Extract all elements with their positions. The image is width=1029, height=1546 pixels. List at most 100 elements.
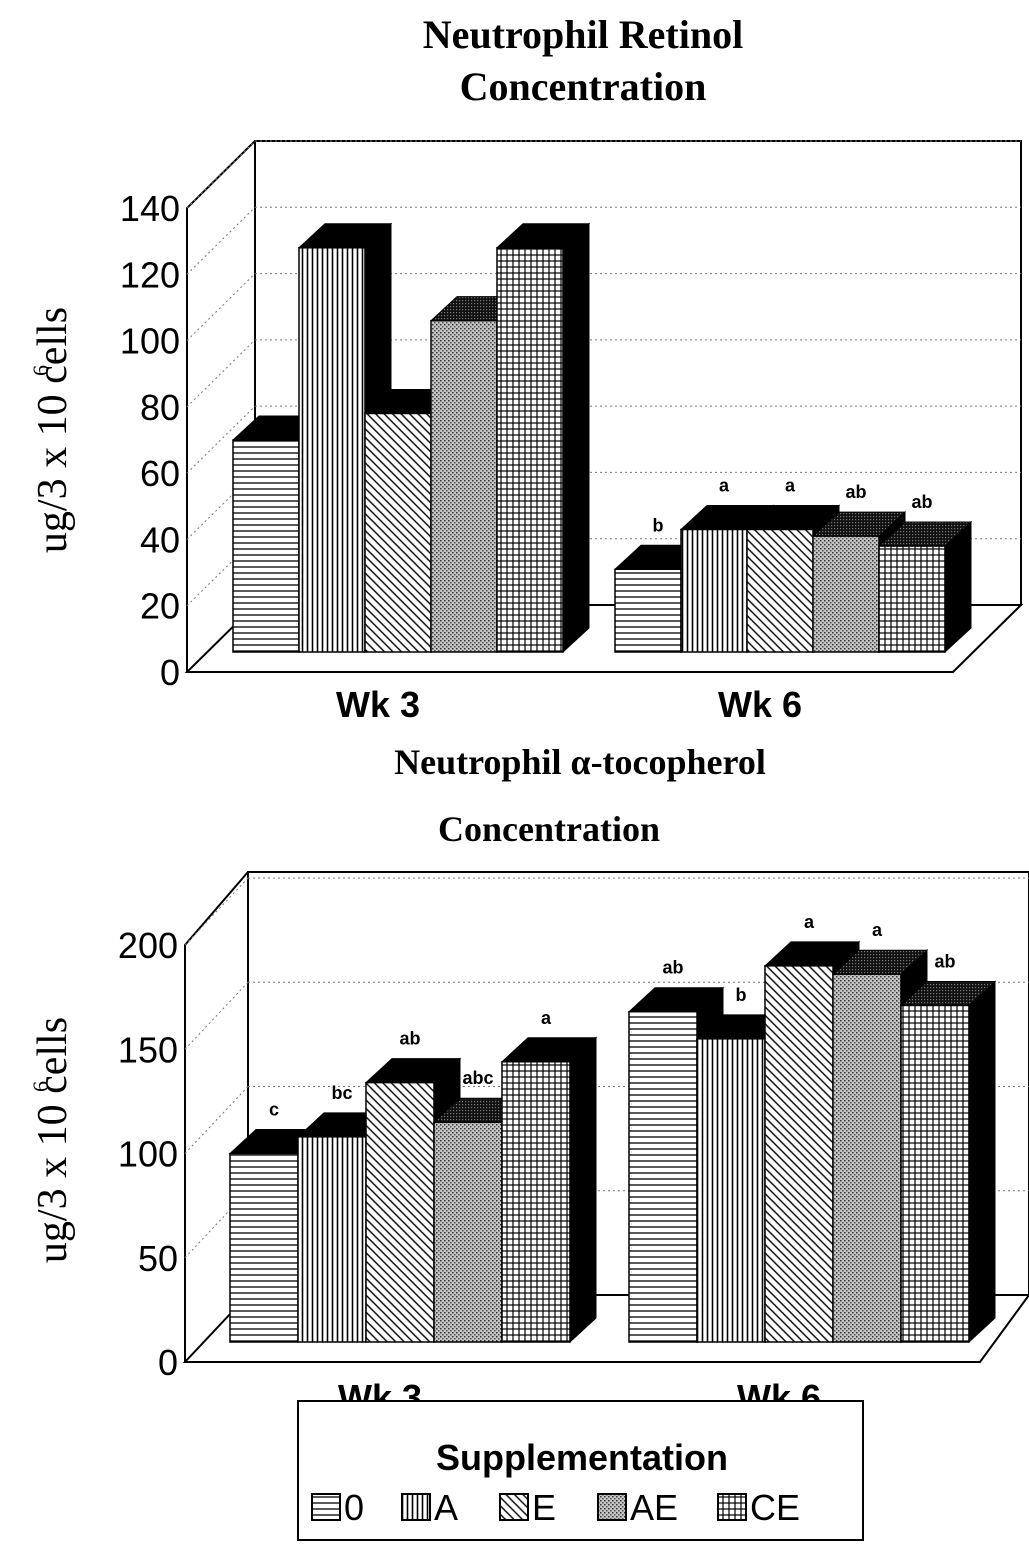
- svg-text:ug/3 x 10 cells: ug/3 x 10 cells: [30, 307, 76, 553]
- x-tick-label: Wk 6: [718, 684, 802, 725]
- legend-label: AE: [630, 1487, 678, 1528]
- y-axis-label-text: ug/3 x 10 cells: [30, 1017, 76, 1263]
- data-label: bc: [331, 1083, 352, 1103]
- bar-front: [878, 545, 946, 653]
- y-axis-exponent: 6: [28, 365, 53, 376]
- bar-front: [229, 1152, 299, 1343]
- y-tick-label: 0: [158, 1342, 178, 1383]
- legend-label: A: [434, 1487, 458, 1528]
- gridline-diagonal: [184, 877, 249, 946]
- bar-front: [696, 1038, 766, 1343]
- bar-side: [968, 980, 996, 1344]
- data-label: b: [653, 515, 664, 535]
- legend-box: [297, 1400, 864, 1541]
- bar-CE-wk3: [495, 222, 591, 654]
- legend-item-ae: AE: [597, 1487, 678, 1528]
- gridline-diagonal: [186, 206, 256, 275]
- chart-tocopherol: Neutrophil α-tocopherol Concentration ug…: [28, 742, 1029, 1418]
- bar-front: [501, 1061, 571, 1343]
- data-label: c: [269, 1100, 279, 1120]
- data-label: a: [719, 475, 730, 495]
- gridline-diagonal: [184, 1086, 249, 1154]
- chart-title-line2: Concentration: [460, 64, 707, 109]
- y-tick-label: 0: [160, 652, 180, 693]
- data-label: abc: [462, 1068, 493, 1088]
- legend-swatch: [311, 1493, 341, 1521]
- legend-label: E: [532, 1487, 556, 1528]
- plot-area: 0 20 40 60 80 100 120 140 Wk 3 b a a ab ab Wk 6: [120, 140, 1024, 725]
- y-tick-label: 120: [120, 254, 180, 295]
- bar-front: [680, 528, 748, 653]
- legend-item-a: A: [401, 1487, 458, 1528]
- bar-front: [365, 1081, 435, 1343]
- y-axis-exponent: 6: [28, 1081, 53, 1092]
- y-tick-label: 40: [140, 519, 180, 560]
- legend-swatch: [717, 1493, 747, 1521]
- legend-items: 0 A E AE CE: [311, 1487, 800, 1528]
- legend-item-e: E: [499, 1487, 556, 1528]
- bar-front: [812, 535, 880, 653]
- bar-front: [764, 965, 834, 1343]
- bar-side: [562, 222, 590, 654]
- legend-item-0: 0: [311, 1487, 364, 1528]
- data-label: a: [872, 920, 883, 940]
- data-label: ab: [911, 492, 932, 512]
- legend-swatch: [401, 1493, 431, 1521]
- gridline-diagonal: [186, 538, 256, 607]
- bar-CE-wk3: [500, 1036, 598, 1344]
- y-tick-label: 100: [118, 1134, 178, 1175]
- bar-front: [430, 319, 498, 653]
- svg-text:ug/3 x 10 cells: ug/3 x 10 cells: [30, 1017, 76, 1263]
- data-label: a: [804, 912, 815, 932]
- gridline-diagonal: [186, 273, 256, 341]
- data-label: ab: [934, 951, 955, 971]
- y-tick-label: 100: [120, 321, 180, 362]
- y-tick-label: 20: [140, 586, 180, 627]
- chart-title-line1: Neutrophil Retinol: [423, 12, 743, 57]
- chart-title-line1: Neutrophil α-tocopherol: [394, 742, 766, 782]
- bar-front: [232, 439, 300, 653]
- data-label: ab: [662, 958, 683, 978]
- data-label: b: [736, 985, 747, 1005]
- y-tick-label: 60: [140, 453, 180, 494]
- y-tick-label: 50: [138, 1238, 178, 1279]
- x-tick-label: Wk 3: [336, 684, 420, 725]
- bar-front: [433, 1121, 503, 1343]
- bar-front: [614, 568, 682, 653]
- floor: [182, 1294, 1029, 1363]
- legend-label: 0: [344, 1487, 364, 1528]
- gridline-diagonal: [186, 405, 256, 474]
- legend-item-ce: CE: [717, 1487, 800, 1528]
- data-label: a: [785, 475, 796, 495]
- y-tick-label: 150: [118, 1029, 178, 1070]
- bar-front: [364, 412, 432, 653]
- legend-swatch: [597, 1493, 627, 1521]
- chart-retinol: Neutrophil Retinol Concentration ug/3 x …: [28, 12, 1024, 725]
- bar-front: [298, 247, 366, 653]
- gridline-diagonal: [186, 140, 256, 209]
- gridline-diagonal: [186, 339, 256, 408]
- y-tick-label: 80: [140, 387, 180, 428]
- bar-front: [900, 1004, 970, 1343]
- y-axis-title: ug/3 x 10 cells: [30, 307, 76, 553]
- y-tick-label: 140: [120, 188, 180, 229]
- bar-front: [297, 1136, 367, 1343]
- bar-CE-wk6: [899, 980, 997, 1344]
- data-label: ab: [845, 482, 866, 502]
- bar-CE-wk6: [877, 520, 973, 654]
- legend-label: CE: [750, 1487, 800, 1528]
- data-label: a: [541, 1008, 552, 1028]
- gridline-diagonal: [186, 472, 256, 540]
- legend-swatch: [499, 1493, 529, 1521]
- bar-front: [832, 973, 902, 1343]
- data-label: ab: [399, 1029, 420, 1049]
- bar-front: [496, 247, 564, 653]
- bar-side: [569, 1036, 597, 1344]
- y-tick-label: 200: [118, 925, 178, 966]
- bar-front: [746, 528, 814, 653]
- y-axis-title: ug/3 x 10 cells: [30, 1017, 76, 1263]
- legend-title: Supplementation: [436, 1437, 728, 1478]
- gridline-diagonal: [184, 981, 249, 1050]
